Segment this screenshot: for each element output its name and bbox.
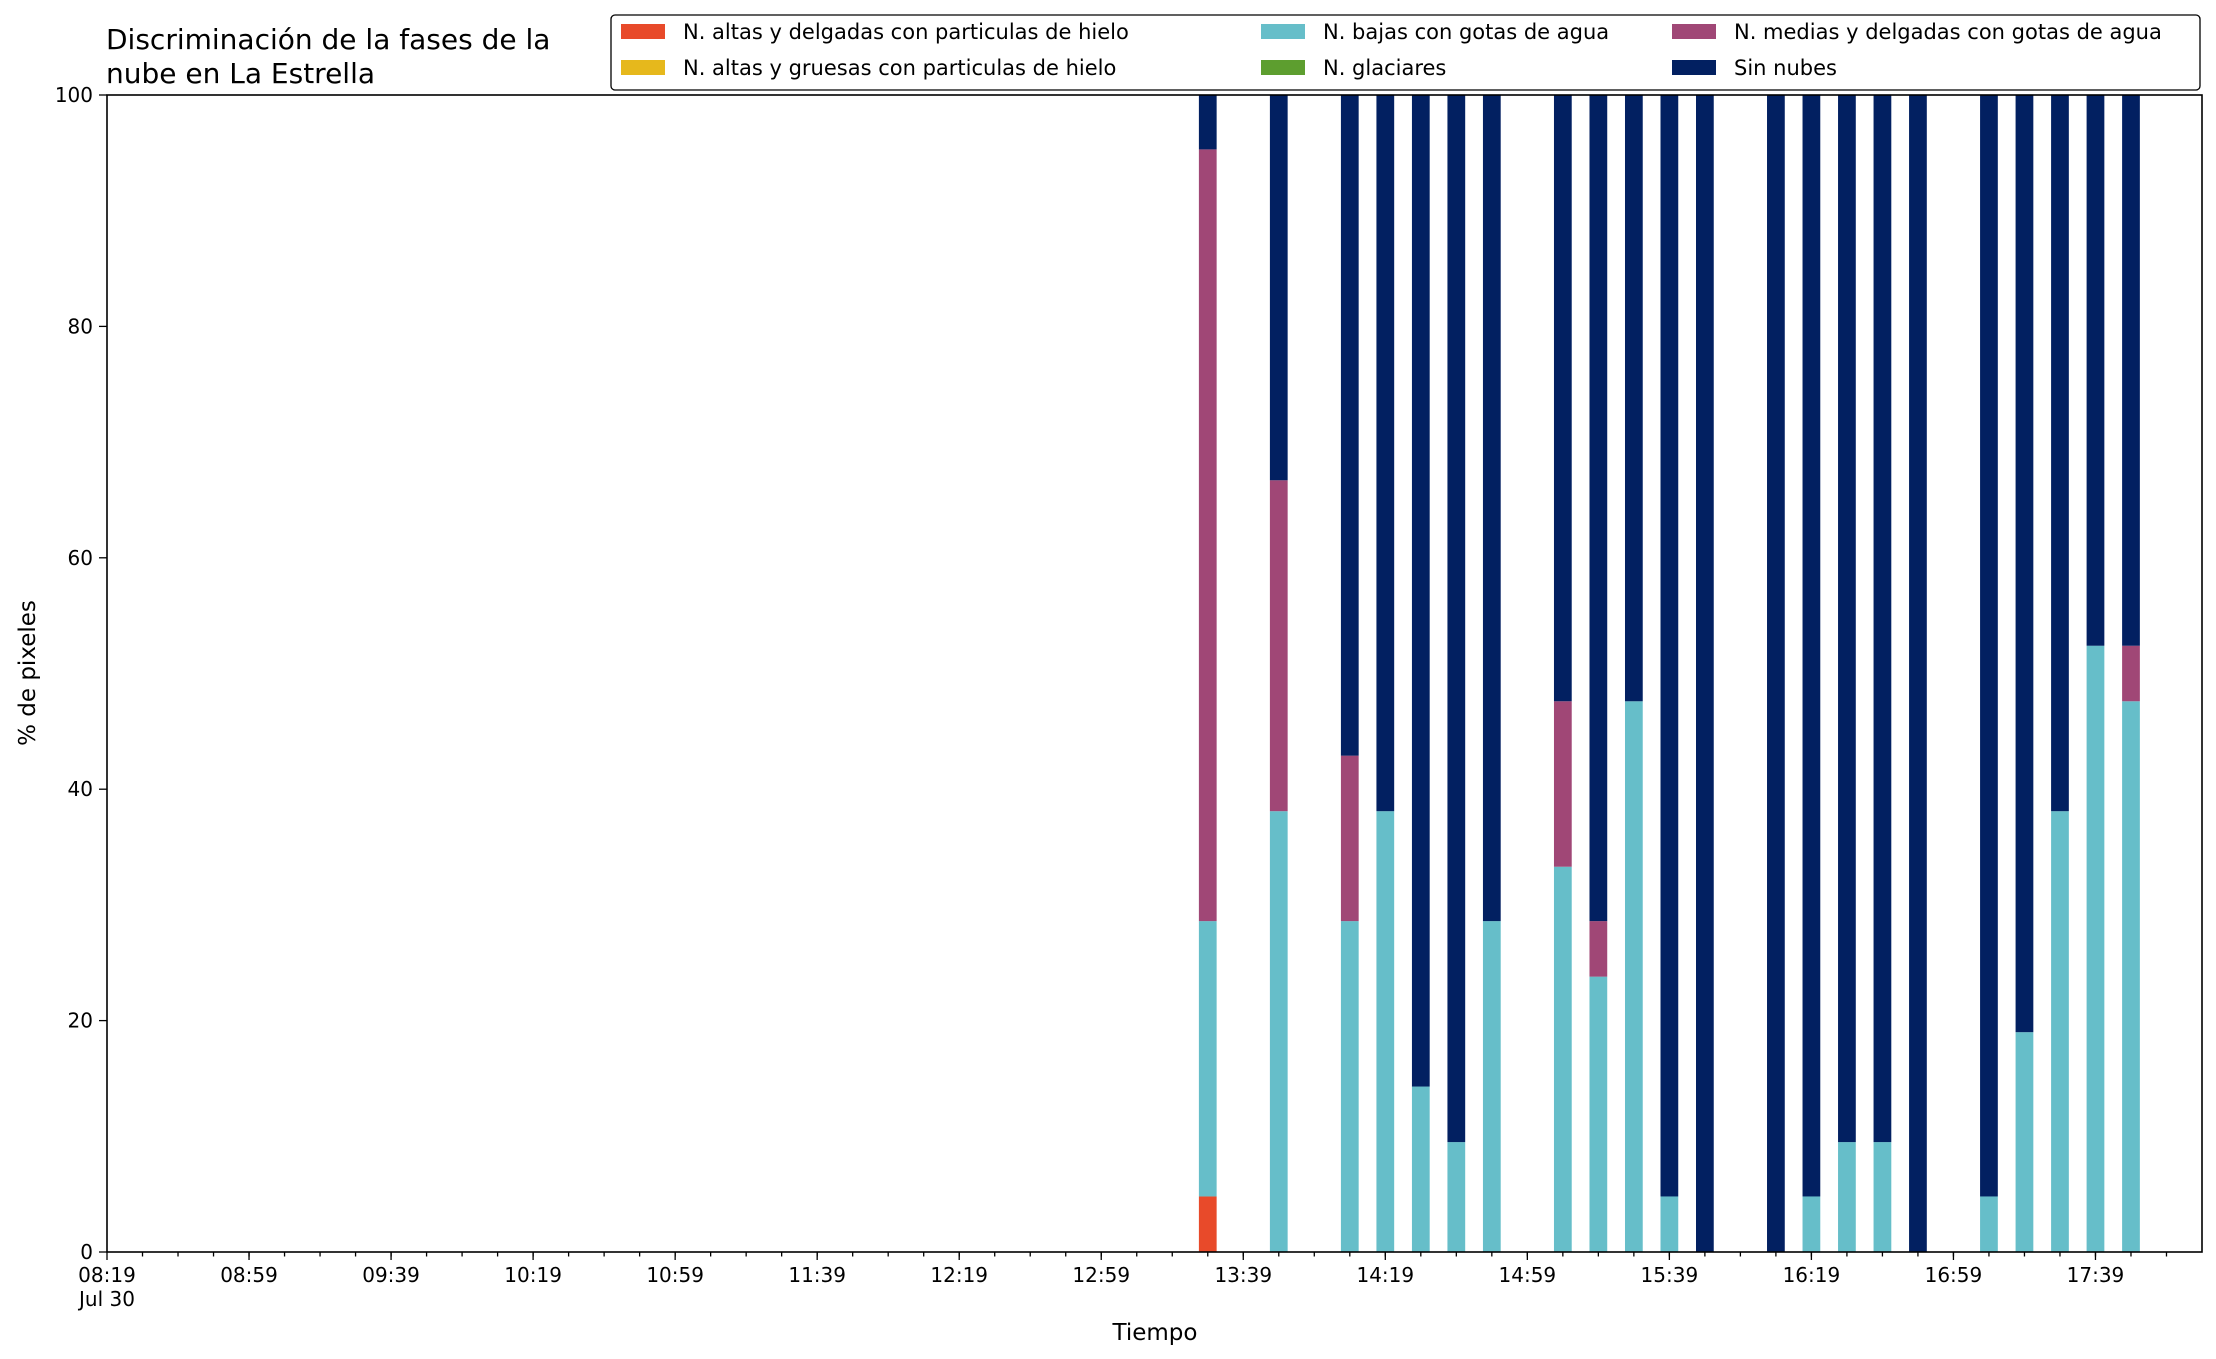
bar-segment-1629-s2 — [1838, 1142, 1856, 1252]
bars-group — [1198, 95, 2140, 1252]
legend-swatch — [1261, 60, 1305, 75]
bar-segment-1529-s2 — [1624, 701, 1643, 1252]
legend-label: N. bajas con gotas de agua — [1323, 20, 1609, 44]
bar-segment-1649-s5 — [1909, 95, 1927, 1252]
bar-segment-1409-s4 — [1340, 755, 1359, 922]
legend-label: N. altas y delgadas con particulas de hi… — [683, 20, 1129, 44]
bar-segment-1729-s2 — [2051, 811, 2069, 1252]
bar-segment-1329-s5 — [1198, 95, 1217, 150]
bar-segment-1619-s5 — [1802, 95, 1821, 1197]
bar-segment-1409-s5 — [1340, 95, 1359, 756]
bar-segment-1519-s2 — [1589, 976, 1608, 1252]
y-tick-label: 20 — [68, 1009, 93, 1033]
bar-segment-1509-s4 — [1553, 701, 1572, 867]
bar-segment-1639-s5 — [1873, 95, 1892, 1143]
chart-title-line-1: Discriminación de la fases de la — [106, 23, 550, 56]
bar-segment-1409-s2 — [1340, 921, 1359, 1252]
x-tick-label: 12:59 — [1072, 1263, 1130, 1287]
legend-label: N. glaciares — [1323, 56, 1446, 80]
bar-segment-1519-s5 — [1589, 95, 1608, 922]
x-tick-label: 10:19 — [504, 1263, 562, 1287]
bar-segment-1509-s5 — [1553, 95, 1572, 702]
y-tick-label: 60 — [68, 546, 93, 570]
bar-segment-1329-s2 — [1198, 921, 1217, 1197]
legend-swatch — [1672, 60, 1716, 75]
x-tick-sublabel: Jul 30 — [77, 1287, 135, 1311]
bar-segment-1329-s0 — [1198, 1196, 1217, 1252]
legend-swatch — [1261, 24, 1305, 39]
legend-label: Sin nubes — [1734, 56, 1837, 80]
bar-segment-1349-s5 — [1269, 95, 1288, 481]
bar-segment-1449-s5 — [1482, 95, 1501, 922]
plot-area-frame — [106, 94, 2203, 1253]
legend-label: N. medias y delgadas con gotas de agua — [1734, 20, 2162, 44]
bar-segment-1739-s5 — [2086, 95, 2105, 646]
legend-swatch — [621, 24, 665, 39]
bar-segment-1439-s5 — [1447, 95, 1466, 1143]
x-tick-label: 10:59 — [646, 1263, 704, 1287]
legend-frame — [610, 14, 2201, 91]
x-axis-label: Tiempo — [1112, 1320, 1198, 1346]
bar-segment-1749-s5 — [2122, 95, 2140, 646]
y-tick-label: 0 — [80, 1240, 93, 1264]
bar-segment-1749-s2 — [2122, 701, 2140, 1252]
legend-label: N. altas y gruesas con particulas de hie… — [683, 56, 1116, 80]
bar-segment-1639-s2 — [1873, 1142, 1892, 1252]
chart-title-line-2: nube en La Estrella — [106, 57, 375, 90]
bar-segment-1609-s5 — [1767, 95, 1785, 1252]
y-axis-label: % de pixeles — [15, 600, 41, 746]
bar-segment-1629-s5 — [1838, 95, 1856, 1143]
bar-segment-1329-s4 — [1198, 149, 1217, 922]
bar-segment-1719-s2 — [2015, 1032, 2034, 1252]
x-tick-label: 08:59 — [220, 1263, 278, 1287]
x-tick-label: 09:39 — [362, 1263, 420, 1287]
legend-swatch — [621, 60, 665, 75]
bar-segment-1549-s5 — [1696, 95, 1714, 1252]
bar-segment-1729-s5 — [2051, 95, 2069, 812]
x-tick-label: 14:19 — [1356, 1263, 1414, 1287]
bar-segment-1419-s5 — [1376, 95, 1395, 812]
bar-segment-1509-s2 — [1553, 866, 1572, 1252]
bar-segment-1539-s2 — [1660, 1196, 1679, 1252]
bar-segment-1749-s4 — [2122, 645, 2140, 702]
x-tick-label: 08:19 — [78, 1263, 136, 1287]
bar-segment-1619-s2 — [1802, 1196, 1821, 1252]
bar-segment-1429-s5 — [1411, 95, 1430, 1087]
bar-segment-1449-s2 — [1482, 921, 1501, 1252]
x-tick-label: 16:59 — [1925, 1263, 1983, 1287]
y-tick-label: 80 — [68, 314, 93, 338]
x-tick-label: 17:39 — [2067, 1263, 2125, 1287]
legend-swatch — [1672, 24, 1716, 39]
bar-segment-1349-s4 — [1269, 480, 1288, 812]
bar-segment-1539-s5 — [1660, 95, 1679, 1197]
x-tick-label: 11:39 — [788, 1263, 846, 1287]
bar-segment-1719-s5 — [2015, 95, 2034, 1033]
bar-segment-1349-s2 — [1269, 811, 1288, 1252]
x-tick-label: 14:59 — [1499, 1263, 1557, 1287]
y-ticks-group: 0 20 40 60 80 100 — [55, 83, 107, 1264]
bar-segment-1709-s2 — [1980, 1196, 1998, 1252]
x-tick-label: 15:39 — [1641, 1263, 1699, 1287]
x-tick-label: 12:19 — [930, 1263, 988, 1287]
y-tick-label: 100 — [55, 83, 93, 107]
bar-segment-1529-s5 — [1624, 95, 1643, 702]
x-tick-label: 16:19 — [1783, 1263, 1841, 1287]
bar-segment-1419-s2 — [1376, 811, 1395, 1252]
legend: N. altas y delgadas con particulas de hi… — [610, 14, 2201, 91]
x-tick-label: 13:39 — [1214, 1263, 1272, 1287]
bar-segment-1739-s2 — [2086, 645, 2105, 1252]
bar-segment-1429-s2 — [1411, 1086, 1430, 1252]
y-tick-label: 40 — [68, 777, 93, 801]
bar-segment-1439-s2 — [1447, 1142, 1466, 1252]
bar-segment-1709-s5 — [1980, 95, 1998, 1197]
bar-segment-1519-s4 — [1589, 921, 1608, 977]
